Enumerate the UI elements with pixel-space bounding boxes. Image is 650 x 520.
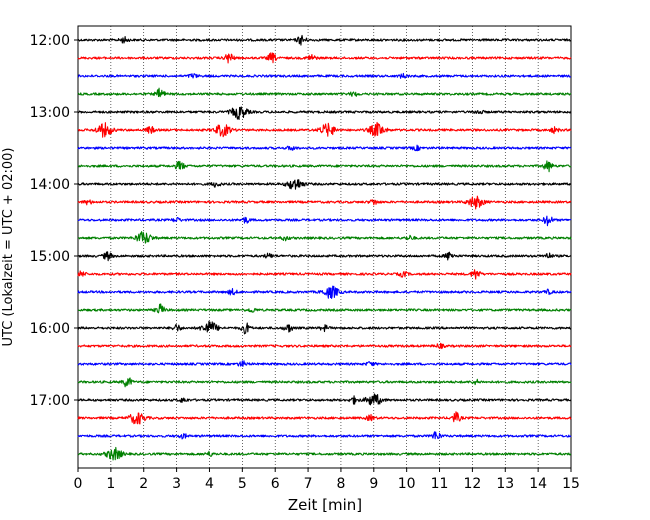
y-tick-label: 13:00 (30, 105, 70, 121)
x-tick-label: 7 (304, 476, 313, 492)
trace-line (77, 431, 572, 440)
x-tick-label: 10 (398, 476, 416, 492)
trace-line (77, 285, 572, 299)
trace-line (77, 160, 572, 173)
trace-line (77, 342, 572, 350)
trace-line (77, 360, 572, 367)
y-tick-label: 15:00 (30, 249, 70, 265)
trace-line (77, 195, 572, 210)
x-axis-label: Zeit [min] (288, 496, 362, 514)
y-tick-label: 17:00 (30, 393, 70, 409)
x-tick-label: 4 (205, 476, 214, 492)
plot-frame (77, 25, 572, 469)
x-tick-label: 12 (463, 476, 481, 492)
x-tick-label: 14 (529, 476, 547, 492)
trace-line (77, 231, 572, 244)
x-tick-label: 9 (369, 476, 378, 492)
x-tick-label: 13 (496, 476, 514, 492)
x-tick-label: 15 (562, 476, 580, 492)
trace-line (77, 106, 572, 121)
trace-line (77, 269, 572, 280)
trace-line (77, 52, 572, 64)
trace-line (77, 179, 572, 190)
trace-line (77, 303, 572, 314)
trace-line (77, 393, 572, 406)
y-tick-label: 16:00 (30, 321, 70, 337)
trace-line (77, 377, 572, 388)
trace-line (77, 251, 572, 262)
x-tick-label: 2 (139, 476, 148, 492)
y-axis-label: UTC (Lokalzeit = UTC + 02:00) (1, 148, 16, 347)
x-tick-label: 6 (271, 476, 280, 492)
trace-line (77, 144, 572, 152)
y-tick-label: 12:00 (30, 33, 70, 49)
x-tick-label: 0 (74, 476, 83, 492)
trace-line (77, 411, 572, 425)
trace-line (77, 121, 572, 138)
trace-lines (77, 34, 572, 461)
trace-line (77, 446, 572, 461)
trace-line (77, 215, 572, 227)
x-tick-label: 3 (172, 476, 181, 492)
trace-line (77, 34, 572, 46)
y-tick-label: 14:00 (30, 177, 70, 193)
x-axis-ticks: 0 1 2 3 4 5 6 7 8 9 10 11 12 13 14 15 (74, 468, 580, 492)
x-tick-label: 1 (106, 476, 115, 492)
trace-line (77, 87, 572, 98)
y-axis-ticks: 12:00 13:00 14:00 15:00 16:00 17:00 (30, 33, 78, 409)
trace-line (77, 72, 572, 79)
x-tick-label: 8 (336, 476, 345, 492)
x-tick-label: 5 (238, 476, 247, 492)
x-tick-label: 11 (431, 476, 449, 492)
trace-line (77, 320, 572, 335)
